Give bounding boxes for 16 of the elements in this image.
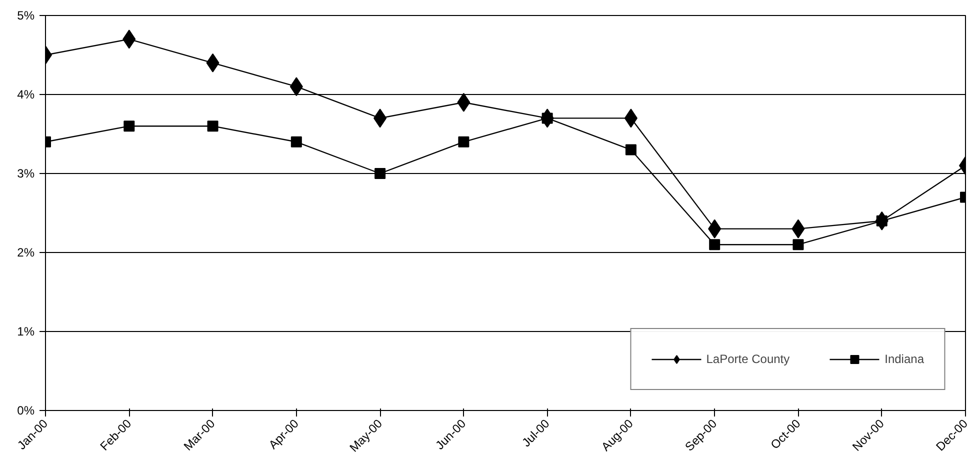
point bbox=[207, 120, 218, 132]
y-tick-label: 4% bbox=[17, 88, 35, 102]
y-tick-label: 1% bbox=[17, 324, 35, 338]
legend-label: LaPorte County bbox=[706, 352, 790, 366]
point bbox=[374, 168, 386, 179]
point bbox=[290, 136, 302, 148]
y-tick-label: 3% bbox=[17, 166, 35, 180]
point bbox=[458, 136, 470, 148]
y-tick-label: 5% bbox=[17, 8, 35, 22]
legend-label: Indiana bbox=[884, 352, 924, 366]
y-tick-label: 2% bbox=[17, 246, 35, 260]
point bbox=[709, 239, 720, 250]
point bbox=[124, 120, 135, 132]
point bbox=[792, 239, 804, 250]
point bbox=[625, 144, 636, 156]
y-tick-label: 0% bbox=[17, 404, 35, 418]
